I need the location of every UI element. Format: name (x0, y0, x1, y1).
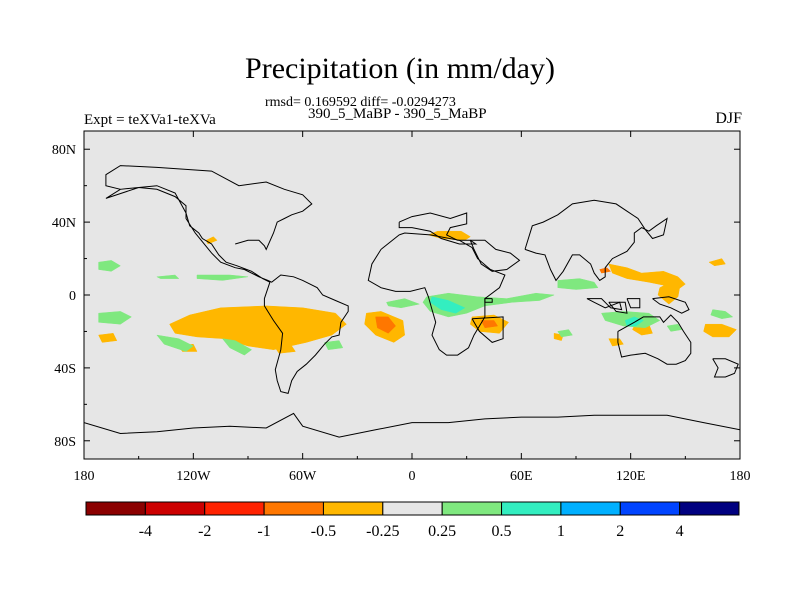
x-tick-label-5: 120E (616, 469, 646, 484)
colorbar-label-3: -0.5 (311, 523, 336, 540)
y-tick-label-0: 80N (52, 143, 76, 158)
colorbar-label-2: -1 (257, 523, 270, 540)
colorbar-swatch-9 (619, 501, 681, 516)
contour-region-3 (375, 316, 396, 334)
colorbar-swatch-10 (679, 501, 740, 516)
colorbar-swatch-3 (263, 501, 324, 516)
contour-region-21 (196, 274, 249, 281)
season-label: DJF (715, 110, 742, 127)
coastline-3 (471, 316, 504, 343)
colorbar-swatch-2 (204, 501, 265, 516)
x-tick-label-2: 60W (289, 469, 317, 484)
coastline-7 (608, 301, 628, 314)
coastline-9 (652, 296, 690, 314)
contour-region-5 (480, 320, 499, 329)
colorbar-label-7: 1 (557, 523, 565, 540)
colorbar-swatch-8 (560, 501, 621, 516)
colorbar-label-6: 0.5 (492, 523, 512, 540)
coastline-13 (105, 165, 313, 251)
x-tick-label-4: 60E (510, 469, 533, 484)
coastline-5 (524, 199, 668, 282)
coastline-12 (105, 185, 349, 395)
contour-region-22 (98, 311, 132, 325)
x-tick-label-6: 180 (730, 469, 751, 484)
y-tick-label-4: 80S (54, 435, 76, 450)
x-tick-label-1: 120W (176, 469, 211, 484)
contour-region-33 (666, 323, 683, 332)
colorbar-swatch-5 (382, 501, 443, 516)
coastline-11 (712, 358, 739, 378)
colorbar-label-8: 2 (616, 523, 624, 540)
x-tick-label-3: 0 (409, 469, 416, 484)
x-tick-label-0: 180 (74, 469, 95, 484)
contour-region-18 (708, 258, 726, 267)
contour-region-11 (608, 263, 686, 290)
colorbar-swatch-0 (85, 501, 146, 516)
contour-region-1 (169, 305, 347, 350)
colorbar-label-0: -4 (139, 523, 152, 540)
colorbar-label-4: -0.25 (366, 523, 399, 540)
colorbar-label-5: 0.25 (428, 523, 456, 540)
contour-region-28 (386, 298, 421, 309)
chart-title: Precipitation (in mm/day) (245, 52, 555, 85)
contour-region-17 (608, 338, 624, 347)
contour-region-34 (710, 309, 734, 319)
contour-region-25 (324, 340, 344, 350)
map-background (84, 131, 740, 459)
colorbar-label-1: -2 (198, 523, 211, 540)
coastline-8 (626, 298, 641, 309)
contour-region-20 (156, 274, 180, 279)
cases-text: 390_5_MaBP - 390_5_MaBP (308, 106, 487, 122)
colorbar-swatch-7 (501, 501, 562, 516)
y-tick-label-1: 40N (52, 216, 76, 231)
coastline-4 (484, 298, 493, 303)
colorbar-swatch-6 (441, 501, 503, 516)
stats-text: rmsd= 0.169592 diff= -0.0294273 (265, 95, 456, 110)
colorbar-swatch-1 (144, 501, 206, 516)
coastline-10 (617, 314, 692, 365)
contour-region-19 (98, 260, 121, 272)
coastline-1 (367, 232, 506, 356)
colorbar-swatch-4 (322, 501, 384, 516)
y-tick-label-2: 0 (69, 289, 76, 304)
experiment-label: Expt = teXVa1-teXVa (84, 112, 216, 128)
contour-region-29 (557, 278, 599, 290)
coastline-6 (586, 298, 623, 311)
coastline-14 (84, 412, 740, 438)
contour-region-15 (703, 323, 737, 338)
y-tick-label-3: 40S (54, 362, 76, 377)
contour-region-8 (98, 333, 118, 343)
contour-region-32 (557, 329, 573, 338)
contour-region-23 (156, 334, 194, 352)
contour-region-24 (221, 338, 253, 356)
colorbar-label-9: 4 (676, 523, 684, 540)
coastline-2 (469, 239, 521, 272)
